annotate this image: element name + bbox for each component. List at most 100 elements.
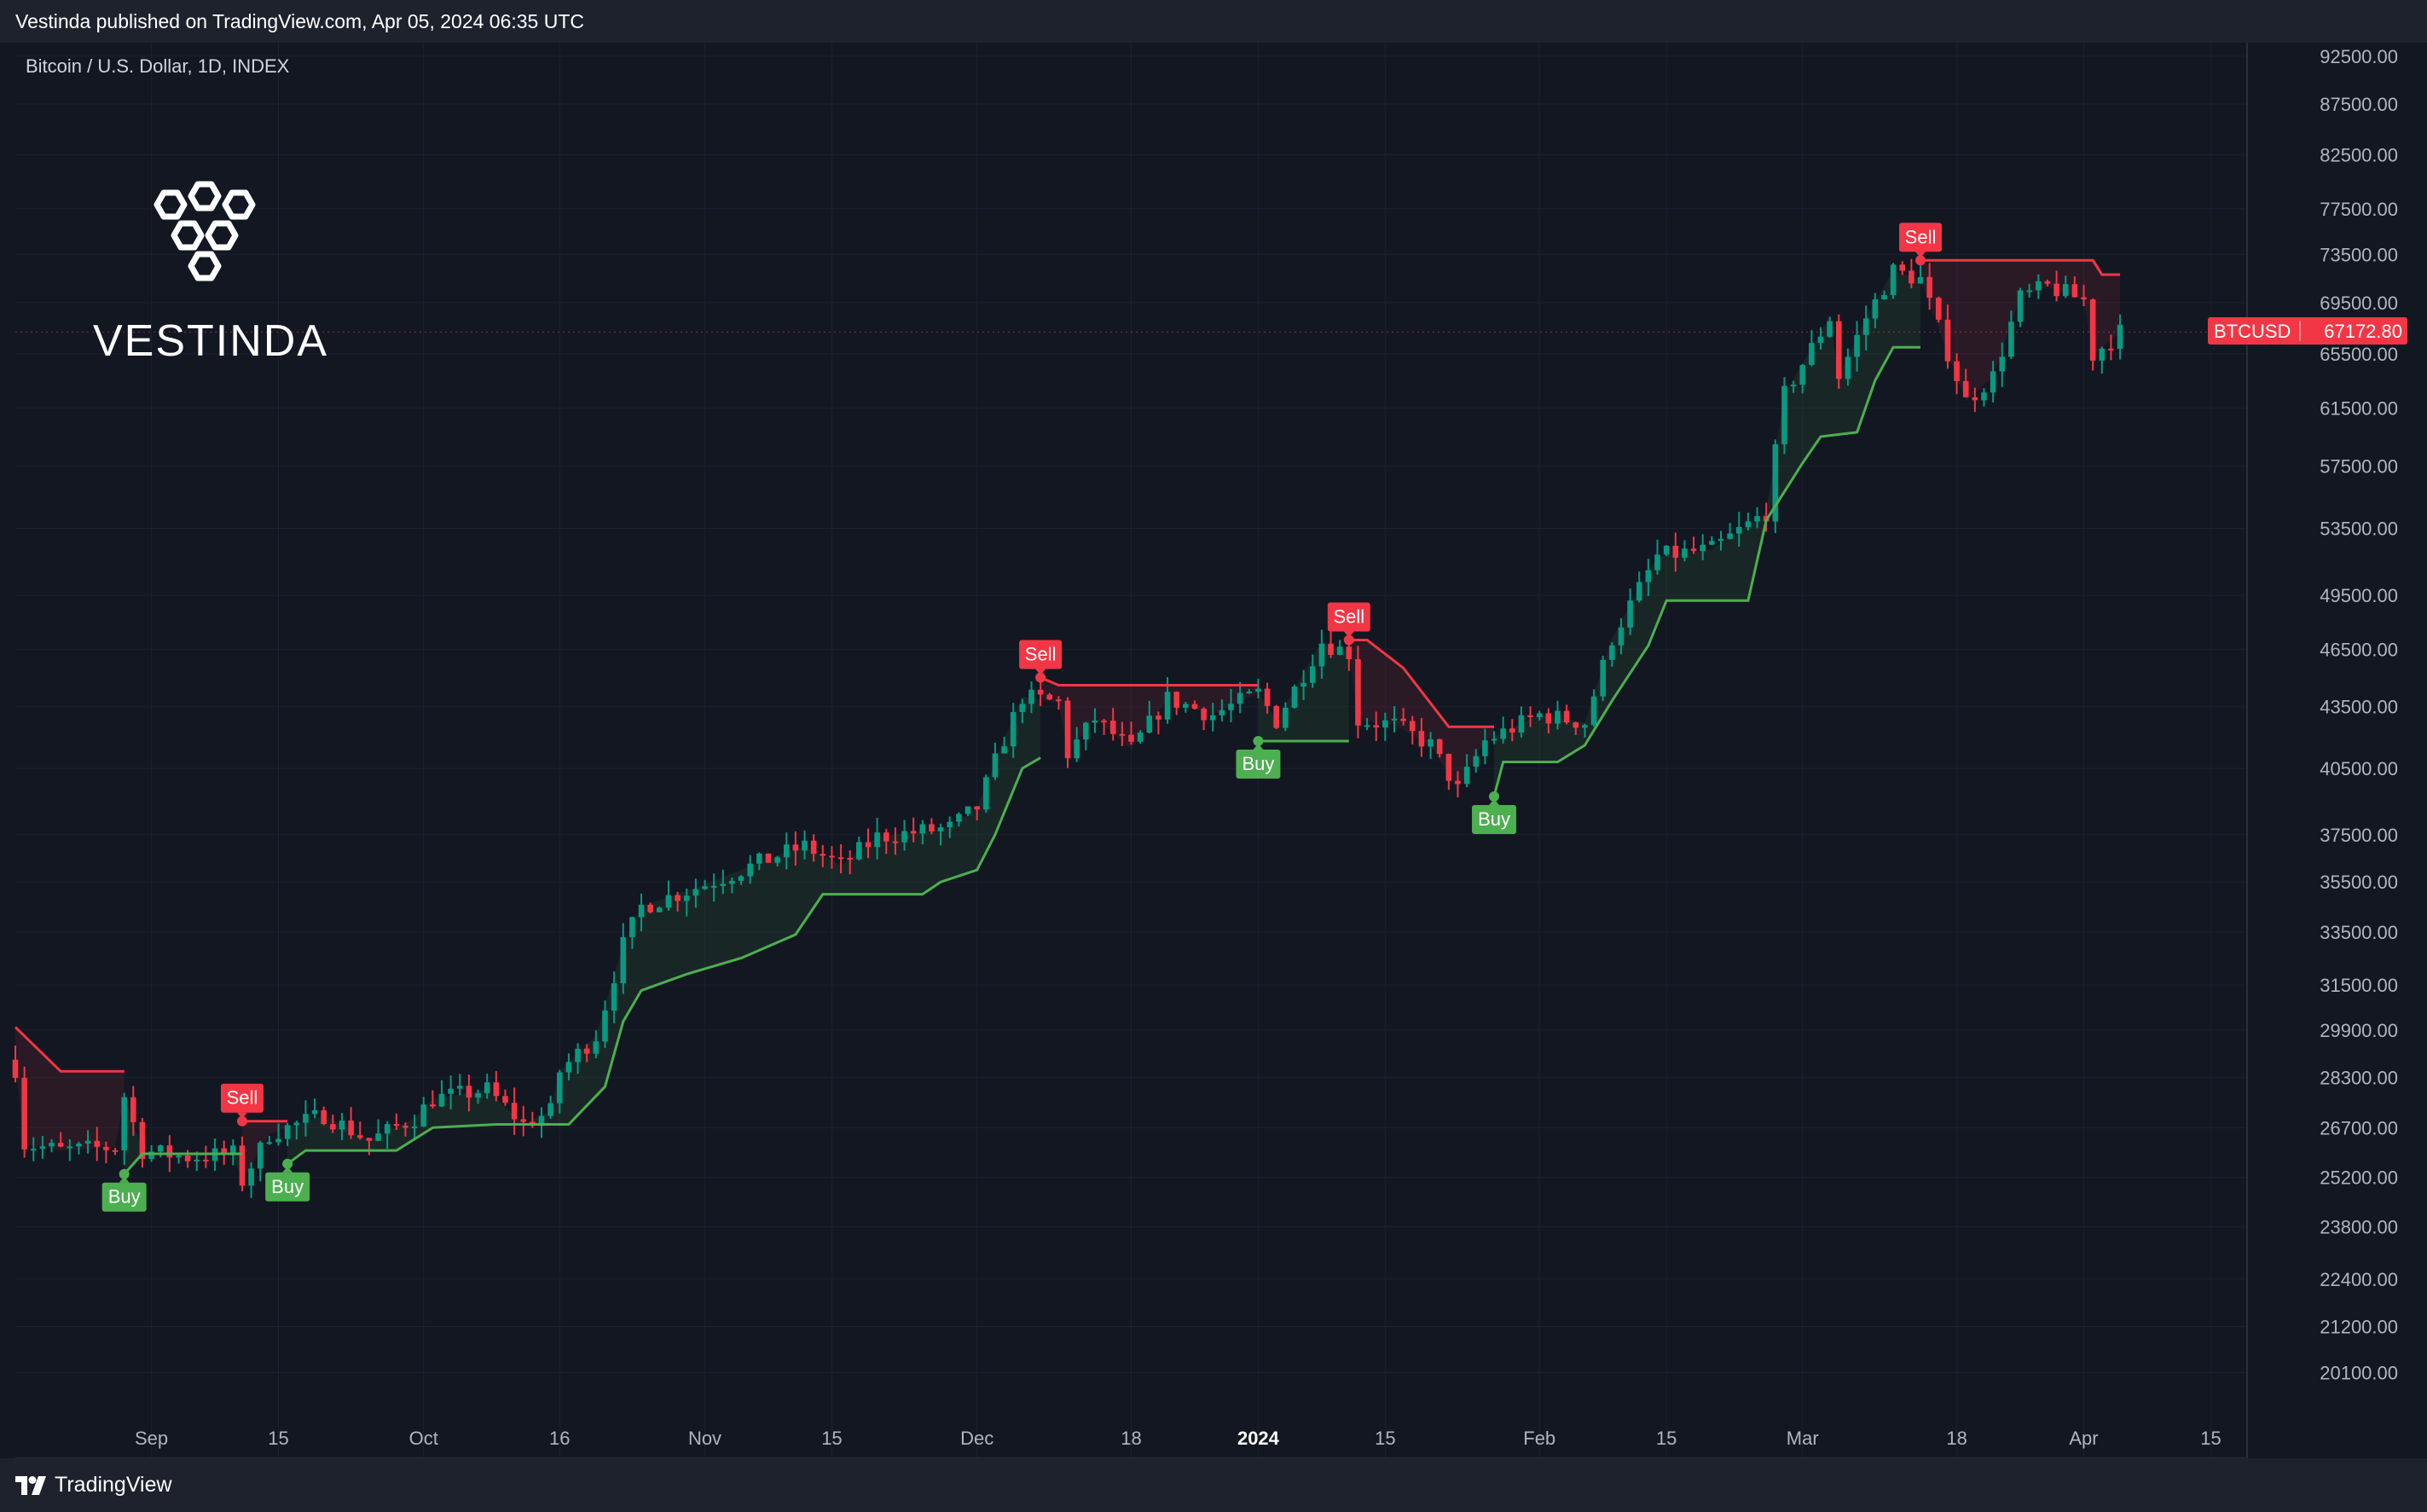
candle[interactable]	[556, 1069, 563, 1114]
candle[interactable]	[1799, 364, 1806, 394]
candle[interactable]	[974, 806, 980, 820]
candle[interactable]	[121, 1092, 127, 1166]
candle[interactable]	[1273, 704, 1280, 730]
candle[interactable]	[76, 1141, 82, 1155]
candle[interactable]	[1754, 507, 1760, 529]
candle[interactable]	[1962, 368, 1969, 397]
candle[interactable]	[602, 1000, 608, 1049]
candle[interactable]	[1772, 439, 1779, 534]
candle[interactable]	[1074, 727, 1080, 762]
candle[interactable]	[774, 855, 780, 866]
candle[interactable]	[1663, 545, 1670, 557]
candle[interactable]	[1191, 700, 1198, 710]
candle[interactable]	[2081, 284, 2087, 307]
candle[interactable]	[1482, 728, 1488, 765]
candle[interactable]	[657, 906, 663, 912]
candle[interactable]	[1064, 697, 1071, 768]
candle[interactable]	[2026, 283, 2032, 298]
candle[interactable]	[321, 1106, 327, 1126]
candle[interactable]	[21, 1066, 27, 1158]
candle[interactable]	[647, 902, 653, 914]
candle[interactable]	[456, 1074, 463, 1096]
candle[interactable]	[1028, 681, 1034, 714]
candle[interactable]	[1582, 723, 1588, 738]
candle[interactable]	[1092, 708, 1098, 733]
candle[interactable]	[675, 891, 681, 912]
candle[interactable]	[901, 820, 907, 851]
candle[interactable]	[1010, 703, 1017, 758]
candle[interactable]	[448, 1075, 454, 1109]
candle[interactable]	[1590, 689, 1597, 727]
candle[interactable]	[139, 1117, 146, 1168]
candle[interactable]	[493, 1070, 500, 1102]
candle[interactable]	[12, 1046, 19, 1083]
candle[interactable]	[411, 1115, 418, 1139]
price-chart[interactable]: Buy Sell Buy Sell Buy Sell Buy Sell 92500.00 875…	[0, 0, 2427, 1458]
candle[interactable]	[475, 1089, 481, 1104]
candle[interactable]	[1827, 316, 1833, 339]
candle[interactable]	[466, 1075, 472, 1112]
candle[interactable]	[1309, 654, 1316, 688]
candle[interactable]	[1600, 655, 1606, 702]
candle[interactable]	[339, 1113, 345, 1141]
candle[interactable]	[947, 816, 953, 838]
candle[interactable]	[484, 1074, 490, 1099]
candle[interactable]	[1428, 732, 1434, 759]
candle[interactable]	[511, 1087, 518, 1135]
candle[interactable]	[847, 850, 854, 875]
candle[interactable]	[1944, 304, 1951, 369]
candle[interactable]	[420, 1097, 427, 1127]
candle[interactable]	[1518, 706, 1525, 738]
candle[interactable]	[330, 1114, 336, 1133]
candle[interactable]	[94, 1127, 101, 1162]
candle[interactable]	[575, 1043, 581, 1075]
candle[interactable]	[937, 823, 944, 846]
candle[interactable]	[1999, 342, 2006, 387]
candle[interactable]	[956, 812, 962, 827]
candle[interactable]	[1872, 293, 1879, 328]
candle[interactable]	[583, 1044, 590, 1063]
candle[interactable]	[1545, 708, 1552, 734]
candle[interactable]	[375, 1119, 381, 1142]
candle[interactable]	[403, 1122, 408, 1137]
candle[interactable]	[638, 893, 645, 931]
candle[interactable]	[1854, 321, 1860, 372]
candle[interactable]	[547, 1095, 553, 1119]
candle[interactable]	[1128, 721, 1134, 745]
candle[interactable]	[366, 1138, 373, 1156]
candle[interactable]	[1364, 718, 1370, 731]
candle[interactable]	[384, 1121, 391, 1149]
candle[interactable]	[1255, 678, 1261, 698]
candle[interactable]	[1445, 753, 1452, 791]
candle[interactable]	[929, 818, 935, 835]
candle[interactable]	[1845, 348, 1851, 386]
candle[interactable]	[430, 1090, 436, 1109]
candle[interactable]	[284, 1122, 291, 1146]
candle[interactable]	[919, 820, 926, 844]
candle[interactable]	[266, 1135, 273, 1145]
candle[interactable]	[1618, 617, 1625, 655]
candle[interactable]	[1536, 710, 1543, 721]
candle[interactable]	[710, 873, 717, 902]
candle[interactable]	[856, 836, 862, 861]
candle[interactable]	[1835, 314, 1842, 389]
candle[interactable]	[103, 1141, 109, 1164]
candle[interactable]	[1627, 588, 1633, 635]
candle[interactable]	[1336, 640, 1343, 656]
candle[interactable]	[765, 853, 772, 863]
candle[interactable]	[964, 806, 971, 816]
candle[interactable]	[257, 1140, 264, 1182]
candle[interactable]	[67, 1138, 73, 1162]
candle[interactable]	[1056, 696, 1062, 710]
candle[interactable]	[1400, 708, 1406, 726]
candle[interactable]	[1046, 692, 1053, 701]
candle[interactable]	[692, 878, 699, 908]
candle[interactable]	[1436, 739, 1443, 758]
candle[interactable]	[2108, 334, 2114, 361]
candle[interactable]	[1527, 706, 1533, 727]
candle[interactable]	[2099, 346, 2106, 374]
candle[interactable]	[502, 1089, 508, 1106]
candle[interactable]	[393, 1113, 400, 1130]
candle[interactable]	[438, 1080, 445, 1108]
candle[interactable]	[57, 1132, 64, 1148]
